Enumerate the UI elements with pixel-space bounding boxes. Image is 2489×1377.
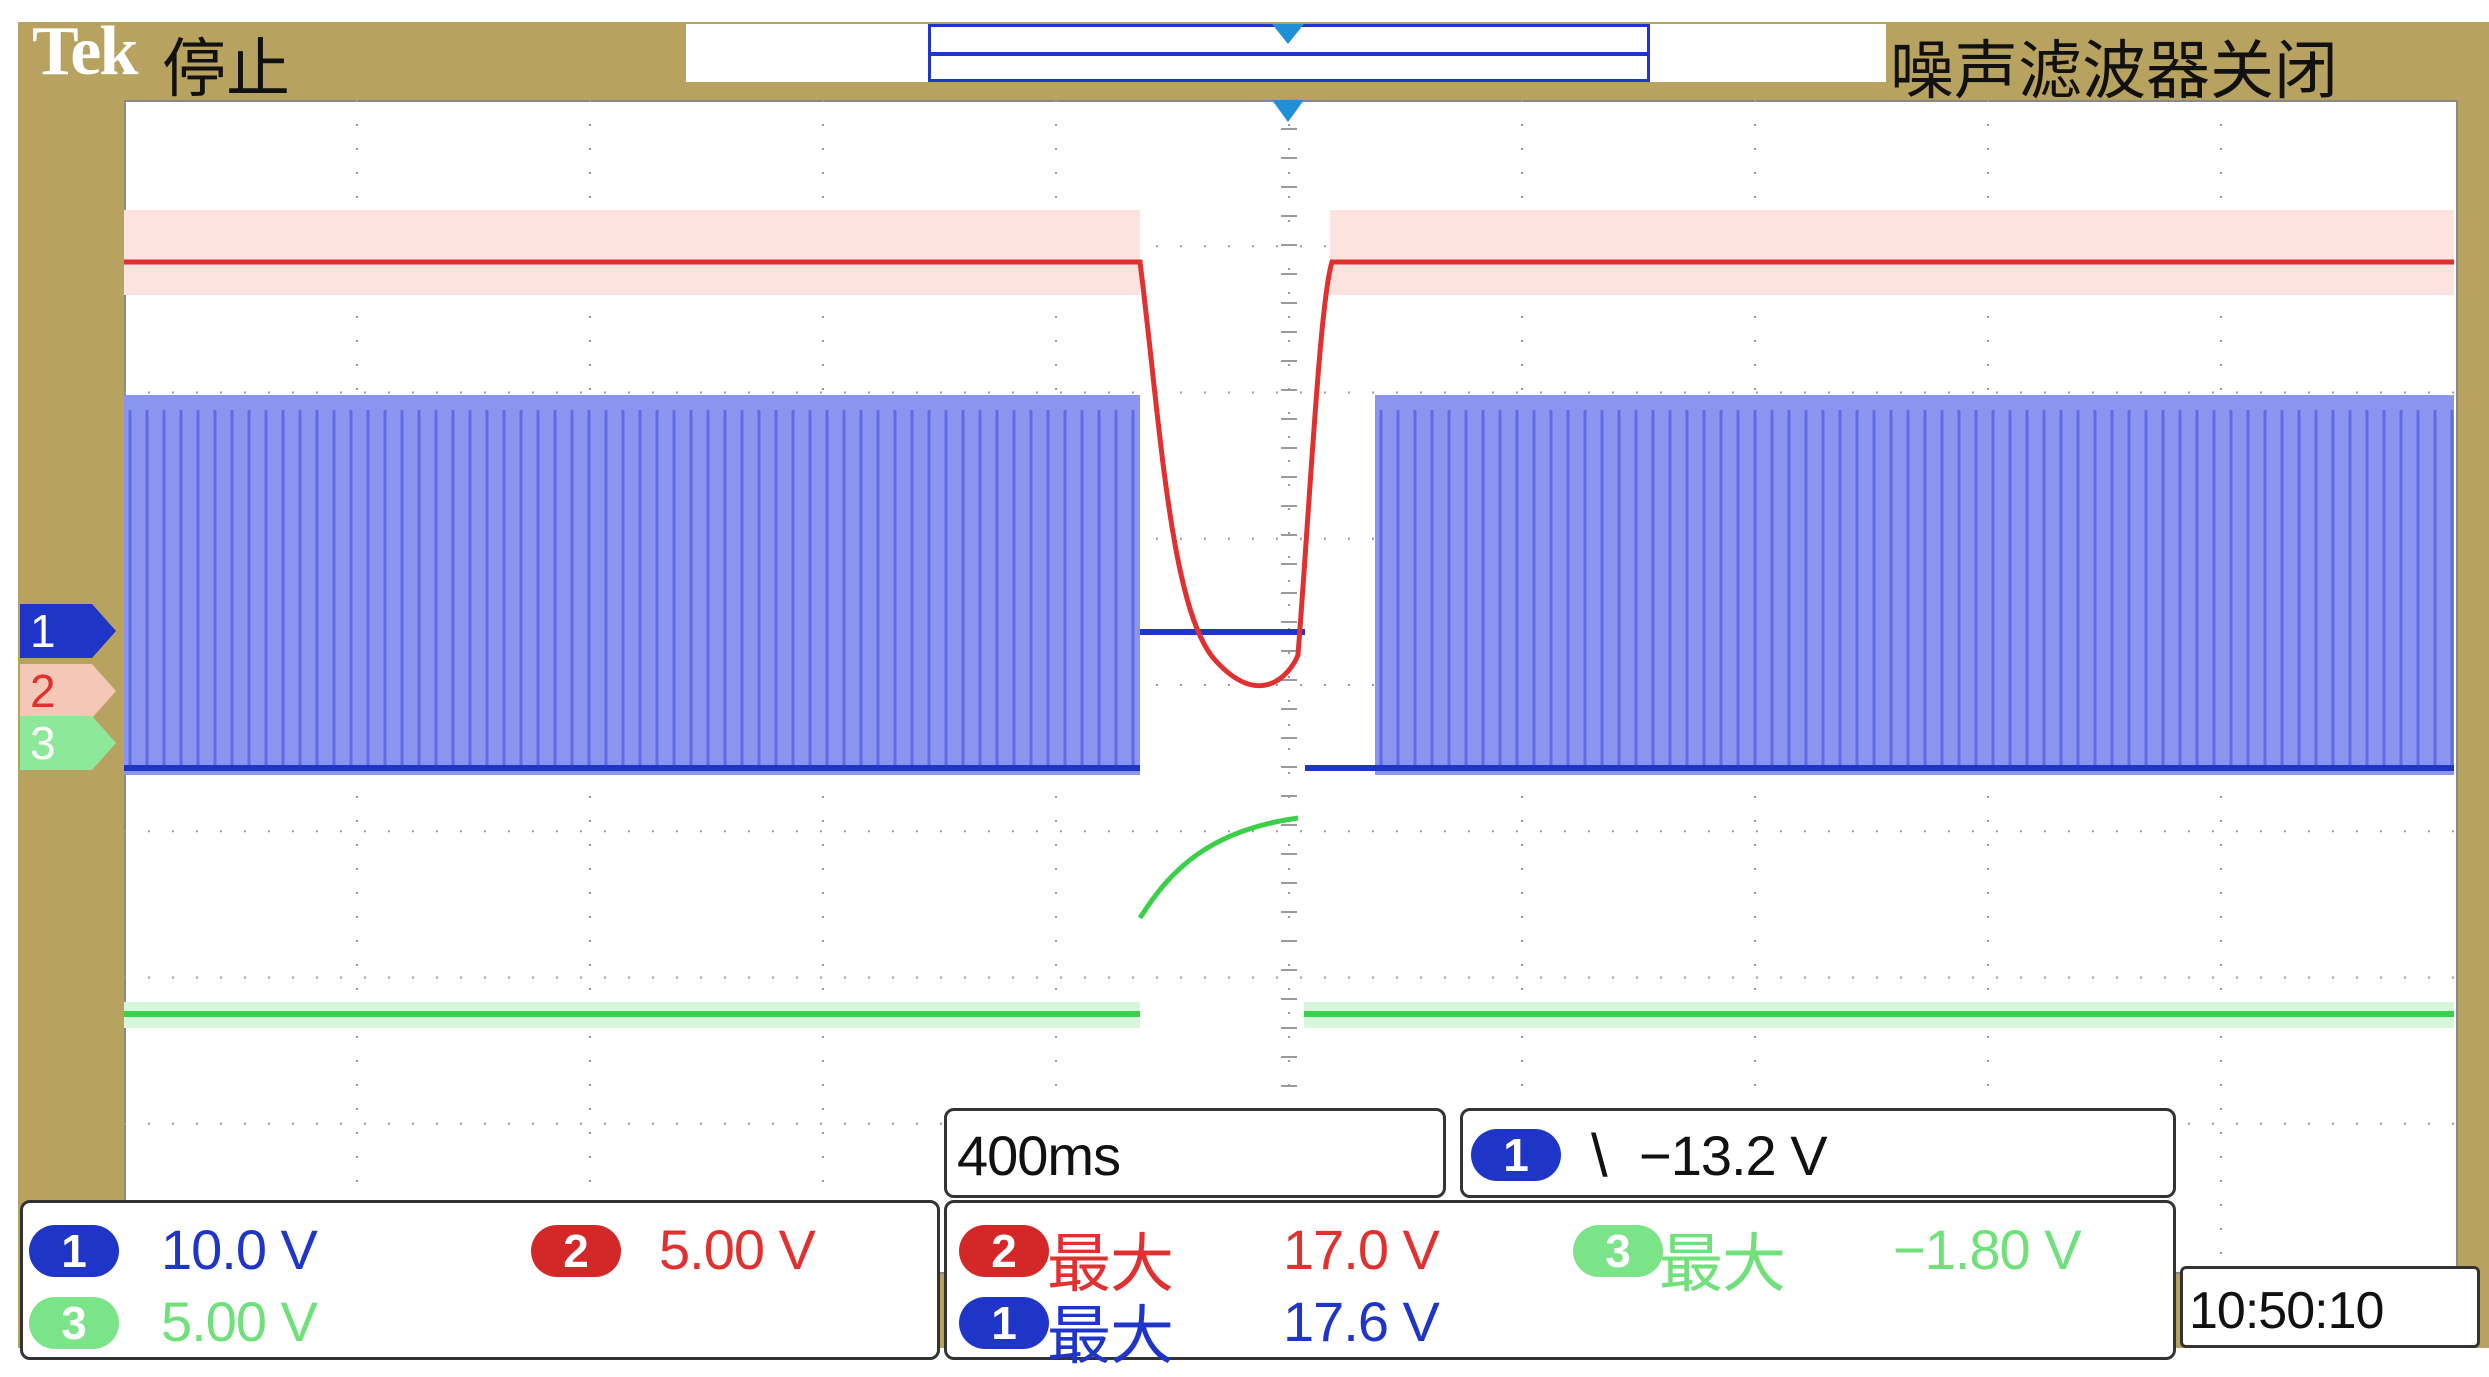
clock-readout: 10:50:10 [2180, 1266, 2480, 1348]
ch1-pulses-left [124, 395, 1140, 775]
brand-label: Tek [32, 13, 138, 90]
waveform-display [124, 99, 2454, 1270]
acquisition-status: 停止 [162, 33, 290, 105]
meas-ch3-badge: 3 [1573, 1225, 1663, 1277]
timebase-readout[interactable]: 400ms [944, 1108, 1446, 1198]
ch2-marker-label: 2 [20, 664, 92, 718]
ch3-recovery-curve [1137, 815, 1299, 920]
meas-ch3-label: 最大 [1659, 1228, 1786, 1300]
ch2-scale-value: 5.00 V [659, 1218, 816, 1281]
channel-scale-panel[interactable]: 1 10.0 V 2 5.00 V 3 5.00 V [20, 1200, 940, 1360]
ch1-scale-badge: 1 [29, 1225, 119, 1277]
trigger-readout[interactable]: 1 \ −13.2 V [1460, 1108, 2176, 1198]
meas-ch1-label: 最大 [1047, 1300, 1174, 1372]
ch1-marker-label: 1 [20, 604, 92, 658]
trigger-slope-icon: \ [1591, 1122, 1608, 1189]
ch1-pulses-right [1375, 395, 2454, 775]
ch3-marker-arrow-icon [92, 716, 116, 770]
trigger-position-marker-icon [1272, 100, 1304, 122]
meas-ch1-value: 17.6 V [1283, 1290, 1440, 1353]
ch3-scale-badge: 3 [29, 1297, 119, 1349]
meas-ch2-value: 17.0 V [1283, 1218, 1440, 1281]
trigger-level: −13.2 V [1639, 1124, 1828, 1187]
trigger-channel-badge: 1 [1471, 1129, 1561, 1181]
ch1-scale-value: 10.0 V [161, 1218, 318, 1281]
meas-ch2-label: 最大 [1047, 1228, 1174, 1300]
ch2-scale-badge: 2 [531, 1225, 621, 1277]
ch1-waveform [124, 395, 2454, 775]
noise-filter-status: 噪声滤波器关闭 [1890, 35, 2338, 107]
meas-ch2-badge: 2 [959, 1225, 1049, 1277]
ch3-scale-value: 5.00 V [161, 1290, 318, 1353]
ch1-marker-arrow-icon [92, 604, 116, 658]
timebase-value: 400ms [957, 1124, 1121, 1187]
graticule-grid [124, 99, 2454, 1270]
ch2-band-right [1330, 210, 2454, 295]
meas-ch1-badge: 1 [959, 1297, 1049, 1349]
ch3-waveform [124, 815, 2454, 1028]
clock-value: 10:50:10 [2189, 1282, 2384, 1340]
ch2-waveform [124, 259, 2454, 688]
ch2-band-left [124, 210, 1140, 295]
measurement-panel[interactable]: 2 最大 17.0 V 3 最大 −1.80 V 1 最大 17.6 V [944, 1200, 2176, 1372]
record-view-line [928, 52, 1650, 56]
ch2-marker-arrow-icon [92, 664, 116, 718]
ch2-noise-band [124, 210, 2454, 295]
ch2-trace [124, 259, 2454, 688]
record-trigger-marker-icon [1272, 24, 1304, 44]
meas-ch3-value: −1.80 V [1893, 1218, 2082, 1281]
ch3-marker-label: 3 [20, 716, 92, 770]
